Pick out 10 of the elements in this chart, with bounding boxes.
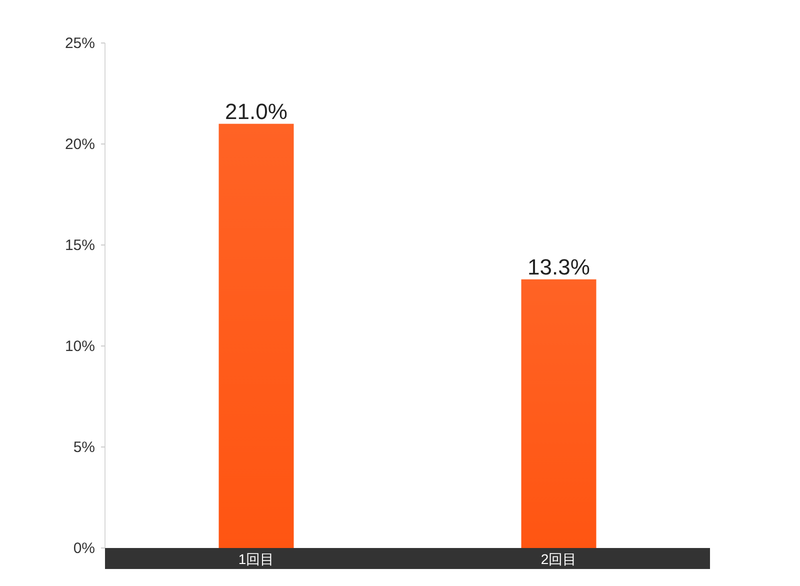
x-tick-label: 2回目 [540,551,577,567]
y-tick-label: 20% [64,136,95,153]
data-label: 13.3% [528,254,590,280]
x-tick-label: 1回目 [238,551,274,567]
y-tick-label: 0% [73,540,95,557]
y-tick-label: 10% [64,338,95,355]
y-tick-label: 25% [64,35,95,52]
y-tick-label: 5% [73,439,95,456]
y-tick-label: 15% [64,237,95,254]
data-label: 21.0% [225,98,288,124]
